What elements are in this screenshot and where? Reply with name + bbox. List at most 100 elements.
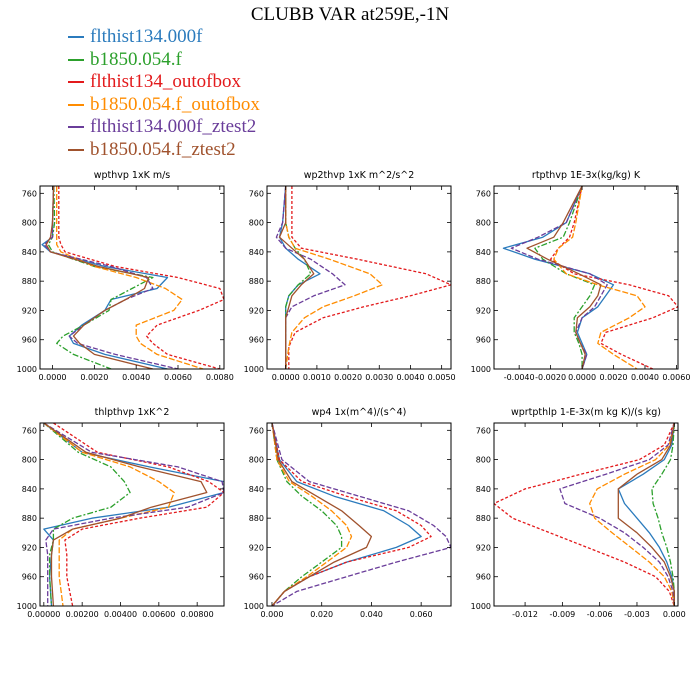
y-tick-label: 800 <box>249 456 264 465</box>
y-tick-label: 840 <box>249 248 264 257</box>
series-line <box>510 186 608 369</box>
x-tick-label: 0.0040 <box>631 373 659 382</box>
x-tick-label: 0.020 <box>310 610 333 619</box>
plot-frame <box>39 422 225 607</box>
y-tick-label: 960 <box>476 336 491 345</box>
x-tick-label: 0.00200 <box>66 610 99 619</box>
series-group <box>502 186 678 369</box>
y-tick-label: 840 <box>249 485 264 494</box>
x-tick-label: 0.0060 <box>164 373 192 382</box>
x-tick-label: 0.00800 <box>181 610 214 619</box>
y-tick-label: 800 <box>476 219 491 228</box>
x-tick-label: 0.0040 <box>396 373 424 382</box>
series-line <box>534 186 596 369</box>
series-line <box>43 423 224 606</box>
legend-label: b1850.054.f <box>90 48 182 70</box>
series-line <box>56 186 204 369</box>
y-tick-label: 760 <box>249 426 264 435</box>
series-line <box>285 186 384 369</box>
y-tick-label: 920 <box>22 543 37 552</box>
y-tick-label: 840 <box>476 485 491 494</box>
series-line <box>278 186 315 369</box>
panel-title: wp4 1x(m^4)/(s^4) <box>312 407 407 418</box>
chart-panel: 760 800 840 880 920 960 1000 -0.012 -0.009 -0.006… <box>471 407 686 619</box>
legend-item: b1850.054.f_ztest2 <box>68 139 260 162</box>
plot-frame <box>266 185 452 370</box>
legend-swatch <box>68 81 84 84</box>
y-tick-label: 920 <box>249 306 264 315</box>
legend-label: flthist134.000f <box>90 26 203 48</box>
panel-title: rtpthvp 1E-3x(kg/kg) K <box>532 170 641 181</box>
series-line <box>651 423 675 606</box>
panel-title: wprtpthlp 1-E-3x(m kg K)/(s kg) <box>511 407 661 418</box>
y-tick-label: 1000 <box>471 365 491 374</box>
y-tick-label: 760 <box>476 426 491 435</box>
legend-item: b1850.054.f <box>68 49 260 72</box>
x-tick-label: 0.0020 <box>334 373 362 382</box>
plot-frame <box>39 185 225 370</box>
series-line <box>271 423 451 606</box>
y-tick-label: 920 <box>476 306 491 315</box>
series-line <box>549 186 678 369</box>
plot-frame <box>493 422 679 607</box>
y-tick-label: 1000 <box>471 602 491 611</box>
x-tick-label: 0.0000 <box>39 373 67 382</box>
legend: flthist134.000f b1850.054.f flthist134_out… <box>68 26 260 161</box>
y-tick-label: 840 <box>476 248 491 257</box>
legend-swatch <box>68 126 84 129</box>
series-line <box>43 186 179 369</box>
x-tick-label: 0.000 <box>663 610 686 619</box>
plot-frame <box>266 422 452 607</box>
y-tick-label: 1000 <box>244 602 264 611</box>
series-line <box>494 423 675 606</box>
panel-title: thlpthvp 1xK^2 <box>95 407 170 418</box>
series-line <box>553 186 646 369</box>
plot-frame <box>493 185 679 370</box>
x-tick-label: 0.00000 <box>27 610 60 619</box>
legend-swatch <box>68 58 84 61</box>
y-tick-label: 880 <box>476 277 491 286</box>
panel-title: wp2thvp 1xK m^2/s^2 <box>304 170 415 181</box>
y-tick-label: 920 <box>22 306 37 315</box>
series-line <box>526 186 602 369</box>
x-tick-label: 0.000 <box>261 610 284 619</box>
y-tick-label: 920 <box>476 543 491 552</box>
x-tick-label: 0.0040 <box>122 373 150 382</box>
legend-label: b1850.054.f_ztest2 <box>90 138 236 160</box>
series-line <box>275 186 346 369</box>
series-line <box>271 423 432 606</box>
x-tick-label: 0.0020 <box>600 373 628 382</box>
y-tick-label: 880 <box>249 514 264 523</box>
series-group <box>494 423 675 606</box>
y-tick-label: 920 <box>249 543 264 552</box>
series-group <box>275 186 451 369</box>
y-tick-label: 800 <box>249 219 264 228</box>
y-tick-label: 760 <box>476 189 491 198</box>
y-tick-label: 880 <box>22 277 37 286</box>
series-line <box>53 423 224 606</box>
x-tick-label: 0.0030 <box>365 373 393 382</box>
x-tick-label: -0.006 <box>587 610 613 619</box>
y-tick-label: 880 <box>476 514 491 523</box>
y-tick-label: 800 <box>22 456 37 465</box>
x-tick-label: -0.009 <box>549 610 575 619</box>
legend-item: flthist134.000f_ztest2 <box>68 116 260 139</box>
x-tick-label: 0.0060 <box>662 373 690 382</box>
series-group <box>43 423 224 606</box>
series-line <box>288 186 451 369</box>
legend-item: flthist134_outofbox <box>68 71 260 94</box>
legend-label: flthist134_outofbox <box>90 71 241 93</box>
x-tick-label: 0.0080 <box>206 373 234 382</box>
y-tick-label: 760 <box>249 189 264 198</box>
y-tick-label: 1000 <box>244 365 264 374</box>
x-tick-label: -0.0020 <box>535 373 566 382</box>
x-tick-label: 0.0000 <box>568 373 596 382</box>
series-line <box>43 423 208 606</box>
x-tick-label: 0.060 <box>410 610 433 619</box>
legend-swatch <box>68 148 84 151</box>
y-tick-label: 960 <box>249 573 264 582</box>
